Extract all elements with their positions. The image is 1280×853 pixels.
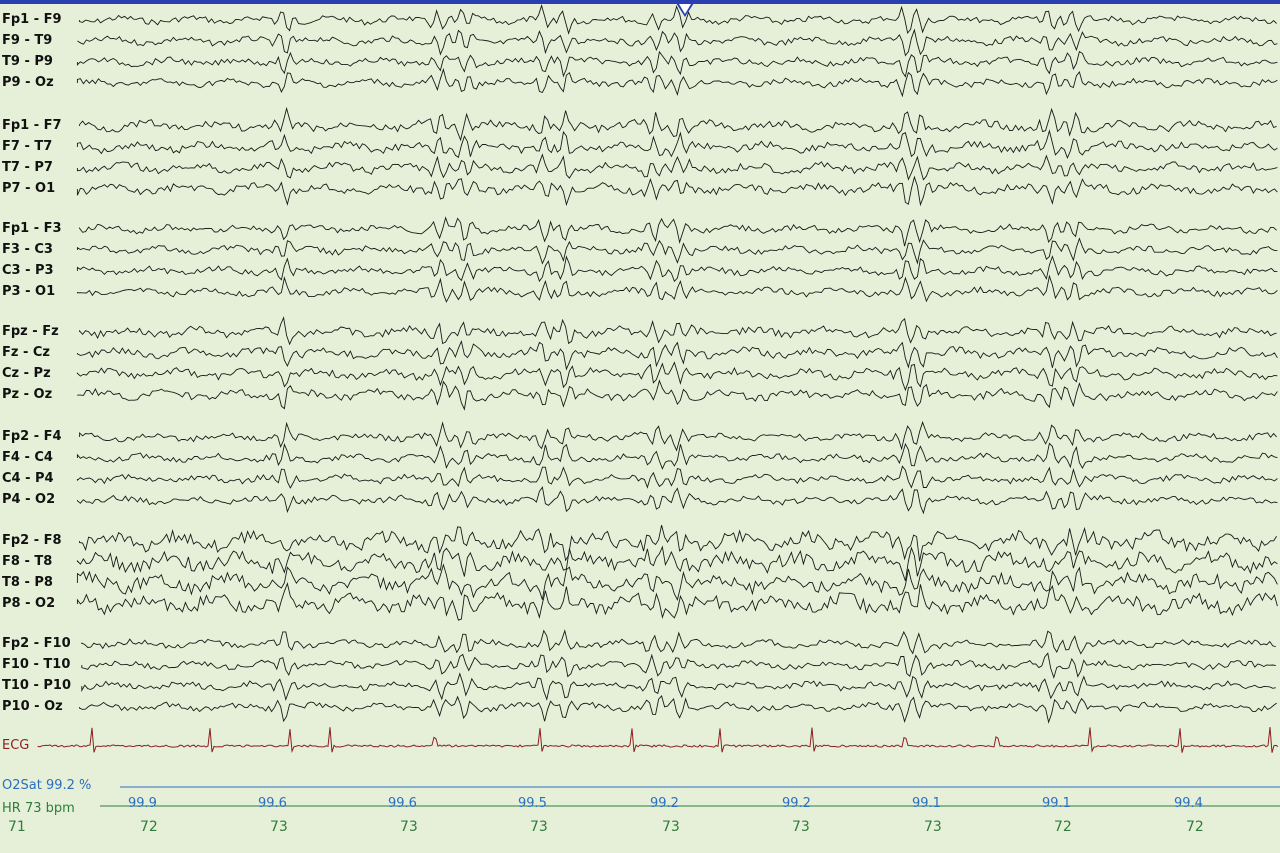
channel-label[interactable]: Cz - Pz: [2, 366, 51, 381]
eeg-trace: [76, 486, 1278, 515]
channel-label[interactable]: Fp1 - F7: [2, 118, 62, 133]
channel-label[interactable]: Fp2 - F8: [2, 533, 62, 548]
heart-rate-value: 72: [1054, 819, 1072, 835]
eeg-trace: [81, 652, 1276, 679]
ecg-label[interactable]: ECG: [2, 738, 30, 753]
eeg-trace: [76, 379, 1278, 411]
channel-label[interactable]: F3 - C3: [2, 242, 53, 257]
channel-label[interactable]: Fpz - Fz: [2, 324, 59, 339]
channel-label[interactable]: Fp1 - F3: [2, 221, 62, 236]
ecg-trace: [37, 726, 1279, 754]
heart-rate-value: 73: [924, 819, 942, 835]
eeg-trace: [79, 216, 1277, 247]
eeg-trace: [76, 361, 1278, 392]
channel-label[interactable]: T10 - P10: [2, 678, 72, 693]
eeg-trace: [76, 465, 1278, 489]
channel-label[interactable]: Fp1 - F9: [2, 12, 62, 27]
channel-label[interactable]: F7 - T7: [2, 139, 53, 154]
o2sat-value: 99.4: [1174, 796, 1203, 811]
channel-label[interactable]: P3 - O1: [2, 284, 56, 299]
channel-label[interactable]: C3 - P3: [2, 263, 54, 278]
channel-label[interactable]: P8 - O2: [2, 596, 56, 611]
heart-rate-value: 72: [1186, 819, 1204, 835]
heart-rate-value: 73: [270, 819, 288, 835]
channel-label[interactable]: F10 - T10: [2, 657, 71, 672]
heart-rate-value: 72: [140, 819, 158, 835]
o2sat-value: 99.2: [650, 796, 679, 811]
eeg-trace: [76, 67, 1278, 98]
channel-label[interactable]: Pz - Oz: [2, 387, 53, 402]
heart-rate-value: 73: [530, 819, 548, 835]
eeg-trace: [76, 563, 1278, 601]
o2sat-value: 99.6: [258, 796, 287, 811]
time-cursor-bar[interactable]: [0, 0, 1280, 4]
eeg-trace: [76, 255, 1278, 283]
channel-label[interactable]: Fp2 - F4: [2, 429, 62, 444]
heart-rate-value: 73: [400, 819, 418, 835]
eeg-trace: [79, 106, 1277, 142]
channel-label[interactable]: Fp2 - F10: [2, 636, 71, 651]
channel-label[interactable]: F4 - C4: [2, 450, 53, 465]
eeg-trace: [79, 420, 1277, 452]
channel-label[interactable]: T9 - P9: [2, 54, 53, 69]
heart-rate-value: 73: [662, 819, 680, 835]
eeg-trace: [76, 50, 1278, 78]
eeg-trace: [76, 274, 1278, 303]
o2sat-value: 99.2: [782, 796, 811, 811]
eeg-trace: [79, 694, 1277, 724]
eeg-trace: [79, 4, 1277, 35]
eeg-trace: [76, 175, 1278, 207]
o2sat-value: 99.1: [912, 796, 941, 811]
eeg-trace: [76, 237, 1278, 265]
channel-label[interactable]: P4 - O2: [2, 492, 56, 507]
heart-rate-label: HR 73 bpm: [2, 801, 75, 816]
heart-rate-value: 73: [792, 819, 810, 835]
channel-label[interactable]: Fz - Cz: [2, 345, 51, 360]
o2sat-value: 99.9: [128, 796, 157, 811]
channel-label[interactable]: F8 - T8: [2, 554, 53, 569]
eeg-trace: [79, 316, 1277, 346]
eeg-trace: [76, 545, 1278, 582]
channel-label[interactable]: C4 - P4: [2, 471, 54, 486]
eeg-trace: [76, 581, 1278, 621]
time-marker-inner: [679, 4, 691, 14]
o2sat-label: O2Sat 99.2 %: [2, 778, 92, 793]
o2sat-value: 99.1: [1042, 796, 1071, 811]
channel-label[interactable]: F9 - T9: [2, 33, 53, 48]
channel-label[interactable]: P7 - O1: [2, 181, 56, 196]
eeg-trace: [77, 28, 1278, 57]
o2sat-value: 99.5: [518, 796, 547, 811]
channel-label[interactable]: P9 - Oz: [2, 75, 54, 90]
eeg-trace: [79, 524, 1277, 562]
eeg-trace: [81, 629, 1276, 655]
channel-label[interactable]: T7 - P7: [2, 160, 53, 175]
channel-label[interactable]: P10 - Oz: [2, 699, 63, 714]
eeg-trace: [76, 153, 1278, 181]
eeg-trace: [76, 442, 1278, 470]
eeg-trace: [76, 339, 1278, 371]
eeg-trace: [81, 672, 1276, 702]
heart-rate-value: 71: [8, 819, 26, 835]
eeg-trace: [76, 129, 1278, 159]
channel-label[interactable]: T8 - P8: [2, 575, 53, 590]
o2sat-value: 99.6: [388, 796, 417, 811]
